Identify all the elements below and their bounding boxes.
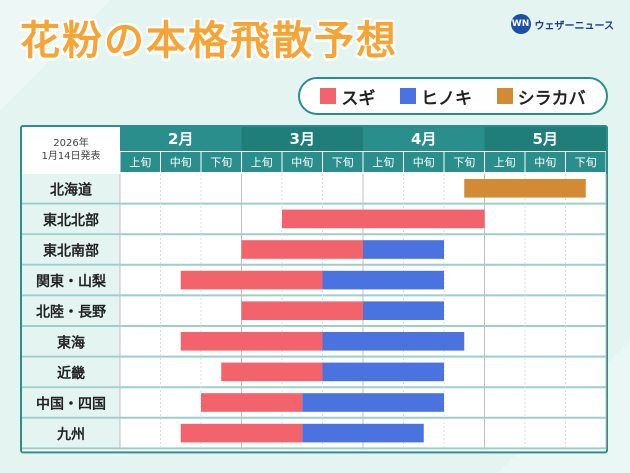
bar-ヒノキ <box>302 393 444 412</box>
bar-ヒノキ <box>363 301 444 320</box>
period-header-cell <box>120 152 160 172</box>
region-label-cell <box>22 296 120 325</box>
bar-スギ <box>241 301 363 320</box>
month-header-cell <box>120 127 242 151</box>
region-label-cell <box>22 174 120 203</box>
period-header-cell <box>566 152 606 172</box>
period-header-cell <box>242 152 282 172</box>
period-label: 下旬 <box>210 156 232 169</box>
note-year: 2026年 <box>53 137 89 149</box>
month-label: 5月 <box>533 130 558 148</box>
region-label: 北陸・長野 <box>36 304 106 321</box>
period-header-cell <box>525 152 565 172</box>
region-label-cell <box>22 418 120 448</box>
period-label: 上旬 <box>129 156 151 169</box>
region-label: 東海 <box>57 334 85 351</box>
legend-swatch-hinoki <box>399 88 416 104</box>
bar-ヒノキ <box>363 240 444 259</box>
period-header-cell <box>363 152 403 172</box>
legend: スギ ヒノキ シラカバ <box>298 77 608 115</box>
region-label-cell <box>22 357 120 387</box>
bar-ヒノキ <box>322 362 444 382</box>
legend-item-sugi: スギ <box>320 84 375 109</box>
region-label-cell <box>22 204 120 234</box>
region-label-cell <box>22 327 120 356</box>
period-label: 上旬 <box>494 156 516 169</box>
month-label: 4月 <box>411 130 436 148</box>
period-header-cell <box>161 152 201 172</box>
bar-スギ <box>282 209 485 229</box>
region-label: 中国・四国 <box>36 396 106 413</box>
region-label-cell <box>22 388 120 417</box>
legend-swatch-shirakaba <box>496 88 513 104</box>
period-header-cell <box>323 152 363 172</box>
region-label-cell <box>22 235 120 264</box>
legend-swatch-sugi <box>320 88 337 104</box>
legend-label-hinoki: ヒノキ <box>420 88 472 109</box>
month-header-cell <box>363 127 485 151</box>
page-title: 花粉の本格飛散予想 <box>20 18 398 64</box>
note-date: 1月14日発表 <box>41 150 101 162</box>
period-label: 中旬 <box>291 156 313 169</box>
region-label: 九州 <box>56 427 85 443</box>
period-label: 下旬 <box>453 156 475 169</box>
period-header-cell <box>201 152 241 172</box>
bar-スギ <box>221 362 323 382</box>
region-label: 関東・山梨 <box>36 273 107 290</box>
period-header-cell <box>282 152 322 172</box>
month-label: 2月 <box>168 130 193 148</box>
legend-label-sugi: スギ <box>341 88 376 109</box>
bar-スギ <box>180 332 323 351</box>
announcement-note: 2026年 1月14日発表 <box>22 127 120 172</box>
month-label: 3月 <box>290 130 315 148</box>
period-label: 上旬 <box>372 156 394 169</box>
region-label: 東北南部 <box>43 243 99 260</box>
region-label: 東北北部 <box>43 212 99 229</box>
bar-ヒノキ <box>322 270 444 290</box>
weathernews-logo: WN ウェザーニュース <box>510 14 615 34</box>
bar-スギ <box>180 270 323 290</box>
bar-シラカバ <box>464 179 586 198</box>
bar-スギ <box>201 393 303 412</box>
logo-mark: WN <box>510 14 531 34</box>
region-label: 近畿 <box>57 365 85 382</box>
period-label: 中旬 <box>413 156 435 169</box>
legend-item-shirakaba: シラカバ <box>496 84 586 109</box>
period-label: 中旬 <box>534 156 556 169</box>
period-label: 下旬 <box>332 156 354 169</box>
bar-ヒノキ <box>322 332 465 351</box>
logo-text: ウェザーニュース <box>534 20 615 32</box>
legend-item-hinoki: ヒノキ <box>399 84 472 109</box>
region-label-cell <box>22 265 120 295</box>
period-label: 上旬 <box>251 156 273 169</box>
period-label: 中旬 <box>170 156 192 169</box>
period-label: 下旬 <box>575 156 597 169</box>
month-header-cell <box>241 127 363 151</box>
region-label: 北海道 <box>50 181 92 198</box>
period-header-cell <box>404 152 444 172</box>
bar-スギ <box>180 423 303 443</box>
bar-ヒノキ <box>302 423 424 443</box>
month-header-cell <box>484 127 606 151</box>
bar-スギ <box>241 240 363 259</box>
legend-label-shirakaba: シラカバ <box>517 88 586 109</box>
period-header-cell <box>485 152 525 172</box>
period-header-cell <box>444 152 484 172</box>
